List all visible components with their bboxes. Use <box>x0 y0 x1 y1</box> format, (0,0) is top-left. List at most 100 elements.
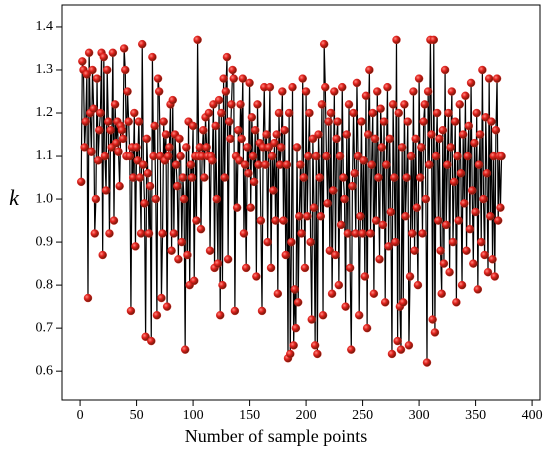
data-point <box>269 186 278 195</box>
data-point <box>140 199 149 208</box>
data-point <box>359 156 368 165</box>
data-point <box>237 134 246 144</box>
data-point <box>238 74 248 83</box>
data-point <box>167 246 176 255</box>
data-point <box>409 87 418 96</box>
data-point <box>454 216 463 225</box>
data-point <box>460 199 469 208</box>
data-point <box>130 108 139 118</box>
data-point <box>222 52 232 62</box>
data-point <box>393 336 402 346</box>
data-point <box>486 212 495 221</box>
data-point <box>87 147 96 156</box>
data-point <box>151 194 160 204</box>
data-point <box>272 130 281 139</box>
data-point <box>344 100 354 109</box>
data-point <box>304 151 313 161</box>
data-point <box>261 160 270 169</box>
data-point <box>418 229 427 238</box>
data-point <box>440 65 450 75</box>
data-point <box>157 293 166 303</box>
data-point <box>104 117 113 126</box>
data-point <box>356 212 365 221</box>
data-point <box>256 216 266 225</box>
data-point <box>335 151 345 161</box>
data-point <box>212 194 222 204</box>
data-point <box>148 52 157 62</box>
data-point <box>435 134 444 144</box>
data-point <box>99 52 109 62</box>
data-point <box>253 100 262 109</box>
data-point <box>142 134 151 144</box>
data-point <box>338 82 347 92</box>
data-point <box>235 156 244 165</box>
data-point <box>482 169 492 178</box>
data-point <box>138 39 147 49</box>
data-point <box>487 117 496 126</box>
data-point <box>375 255 384 264</box>
data-point <box>497 151 506 161</box>
data-point <box>133 156 142 165</box>
x-tick-label: 400 <box>522 408 543 423</box>
data-point <box>358 229 367 238</box>
data-point <box>225 117 234 126</box>
data-point <box>461 91 470 100</box>
data-point <box>234 126 243 135</box>
data-point <box>176 151 185 161</box>
data-point <box>397 143 407 152</box>
data-point <box>265 82 275 92</box>
data-point <box>136 229 146 238</box>
data-point <box>239 229 249 238</box>
data-point <box>288 82 297 92</box>
data-point <box>480 250 489 260</box>
data-point <box>353 151 363 161</box>
data-point <box>478 65 487 75</box>
data-point <box>446 143 455 152</box>
data-point <box>306 237 315 247</box>
data-point <box>464 121 474 131</box>
data-point <box>453 151 462 161</box>
data-point <box>428 315 437 324</box>
data-point <box>289 341 298 350</box>
data-point <box>186 160 196 169</box>
data-point <box>228 65 237 75</box>
data-point <box>278 87 287 96</box>
data-point <box>475 130 485 139</box>
data-point <box>429 35 438 45</box>
data-point <box>124 117 133 126</box>
data-point <box>297 229 306 238</box>
data-point <box>270 138 279 148</box>
data-point <box>385 134 394 144</box>
data-point <box>354 311 364 320</box>
data-point <box>332 134 341 144</box>
data-point <box>264 143 273 152</box>
data-point <box>422 358 432 367</box>
data-point <box>271 216 280 225</box>
data-point <box>274 108 284 118</box>
data-point <box>467 186 477 195</box>
data-point <box>252 272 261 281</box>
data-point <box>236 100 245 109</box>
data-point <box>377 143 386 152</box>
data-point <box>280 126 289 135</box>
data-point <box>241 263 251 273</box>
data-point <box>118 134 128 144</box>
data-point <box>345 263 355 273</box>
data-point <box>410 246 419 255</box>
data-point <box>293 298 303 307</box>
data-point <box>315 173 324 182</box>
data-point <box>432 108 442 118</box>
data-point <box>326 108 336 118</box>
plot-area <box>77 35 506 367</box>
data-point <box>430 328 440 337</box>
y-tick-label: 1.1 <box>36 148 54 163</box>
data-point <box>465 224 475 234</box>
data-point <box>371 216 381 225</box>
y-tick-label: 0.9 <box>36 234 54 249</box>
data-point <box>391 237 400 247</box>
data-point <box>493 216 503 225</box>
data-point <box>383 82 392 92</box>
data-point <box>132 143 141 152</box>
data-point <box>431 151 441 161</box>
data-point <box>199 126 208 135</box>
